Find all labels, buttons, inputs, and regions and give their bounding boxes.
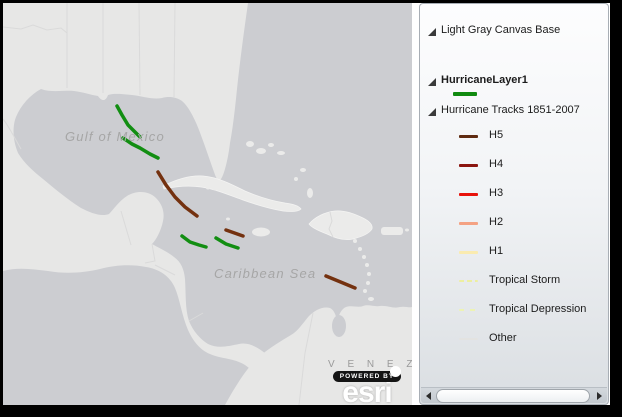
mainland-shape <box>3 3 286 390</box>
map-basemap <box>3 3 412 405</box>
scroll-left-button[interactable] <box>421 388 436 403</box>
legend-item-label: Tropical Depression <box>489 303 587 315</box>
esri-logo: esri <box>342 376 392 406</box>
map-label-caribbean: Caribbean Sea <box>214 266 317 281</box>
esri-globe-icon <box>390 366 401 377</box>
legend-item: H4 <box>420 151 608 180</box>
legend-item: H2 <box>420 209 608 238</box>
hurricane-layer-label: HurricaneLayer1 <box>441 74 528 86</box>
legend-swatch-h5 <box>459 135 478 138</box>
admin-boundaries <box>3 3 314 405</box>
collapse-arrow-icon[interactable] <box>428 78 436 86</box>
legend-swatch-h3 <box>459 193 478 196</box>
legend-item: Tropical Storm <box>420 267 608 296</box>
jamaica-shape <box>252 227 270 237</box>
legend-swatch-h4 <box>459 164 478 167</box>
legend-item: Other <box>420 325 608 354</box>
horizontal-scrollbar[interactable] <box>421 387 607 403</box>
legend-sublayer-row: Hurricane Tracks 1851-2007 <box>420 104 608 120</box>
arrow-right-icon <box>597 391 602 400</box>
legend-swatch-other <box>459 338 478 340</box>
hurricane-track-green <box>121 136 160 160</box>
legend-item-label: H5 <box>489 129 504 141</box>
legend-item: H3 <box>420 180 608 209</box>
scroll-right-button[interactable] <box>592 388 607 403</box>
legend-layer-row: HurricaneLayer1 <box>420 74 608 90</box>
legend-item-label: H4 <box>489 158 504 170</box>
legend-item: H5 <box>420 122 608 151</box>
hurricane-track-green <box>115 104 142 139</box>
map-label-venezuela: V E N E Z U <box>328 359 412 370</box>
layer-symbol-swatch <box>453 92 477 96</box>
puerto-rico-shape <box>381 227 403 235</box>
collapse-arrow-icon[interactable] <box>428 28 436 36</box>
basemap-layer-label: Light Gray Canvas Base <box>441 24 561 36</box>
legend-basemap-row: Light Gray Canvas Base <box>420 24 608 40</box>
hispaniola-shape <box>308 210 373 240</box>
legend-swatch-tropical-depression <box>459 309 478 311</box>
esri-attribution: POWERED BY esri <box>329 365 405 405</box>
map-label-gulf: Gulf of Mexico <box>65 129 165 144</box>
app-window: Gulf of Mexico Caribbean Sea V E N E Z U… <box>3 3 610 405</box>
legend-swatch-h1 <box>459 251 478 254</box>
legend-swatch-h2 <box>459 222 478 225</box>
legend-panel: Light Gray Canvas Base HurricaneLayer1 H… <box>419 3 609 405</box>
lake-maracaibo <box>332 315 346 337</box>
powered-by-badge: POWERED BY <box>332 371 402 382</box>
small-islands <box>199 141 409 301</box>
map-canvas[interactable]: Gulf of Mexico Caribbean Sea V E N E Z U… <box>3 3 412 405</box>
legend-item-label: H2 <box>489 216 504 228</box>
sublayer-label: Hurricane Tracks 1851-2007 <box>441 104 580 116</box>
legend-item-label: H1 <box>489 245 504 257</box>
legend-item-label: Tropical Storm <box>489 274 561 286</box>
legend-swatch-tropical-storm <box>459 280 478 282</box>
hurricane-track-green <box>214 236 240 250</box>
hurricane-track-brown <box>324 274 357 290</box>
hurricane-track-brown <box>156 170 199 218</box>
legend-item: Tropical Depression <box>420 296 608 325</box>
legend-item-label: Other <box>489 332 517 344</box>
legend-item: H1 <box>420 238 608 267</box>
scrollbar-thumb[interactable] <box>436 389 590 403</box>
haiti-dr-border <box>328 211 334 238</box>
hurricane-track-brown <box>224 228 245 238</box>
legend-item-label: H3 <box>489 187 504 199</box>
arrow-left-icon <box>426 391 431 400</box>
hurricane-tracks <box>115 104 357 290</box>
hurricane-track-green <box>180 234 208 249</box>
collapse-arrow-icon[interactable] <box>428 108 436 116</box>
